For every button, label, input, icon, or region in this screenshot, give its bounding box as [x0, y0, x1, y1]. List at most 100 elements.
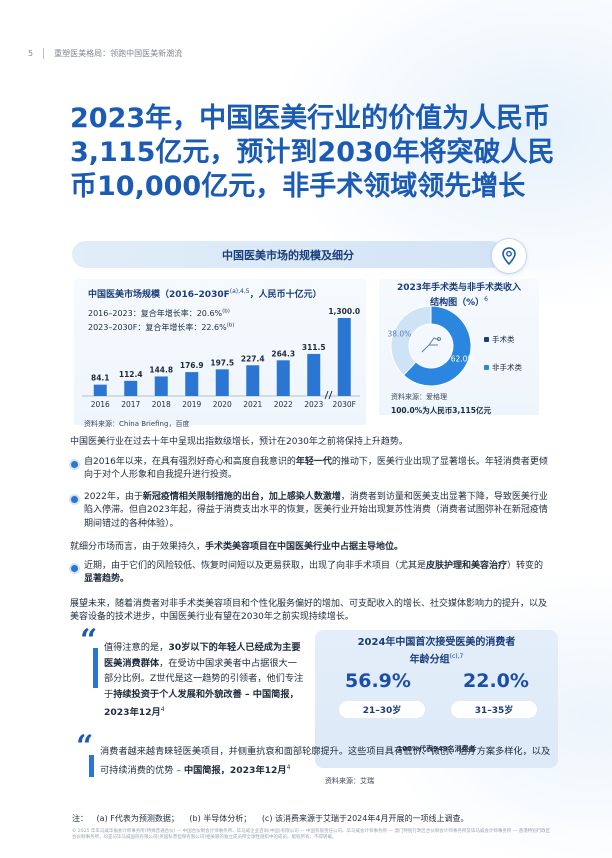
bar-value-label: 112.4: [119, 370, 143, 379]
bullet3-text-bold: 皮肤护理和美容治疗: [426, 561, 508, 571]
pie-slice-label: 38.0%: [387, 329, 411, 338]
copyright-disclaimer: © 2025 年毕马威华振会计师事务所(特殊普通合伙) — 中国合伙制会计师事务…: [72, 829, 551, 841]
bar-value-label: 264.3: [271, 349, 295, 358]
legend-nonsurgical-label: 非手术类: [492, 363, 522, 372]
axis-break-mark: [328, 390, 333, 400]
bullet3-text-pre: 近期，由于它们的风险较低、恢复时间短以及更易获取，出现了向非手术项目（尤其是: [84, 561, 427, 571]
quote-accent-bar: [89, 755, 94, 777]
pie-plot: 38.0% 62.0%: [387, 305, 475, 387]
age-range-21-30-label: 21–30岁: [362, 706, 402, 716]
age-group-source: 资料来源：艾瑞: [325, 777, 374, 785]
intro-paragraph: 中国医美行业在过去十年中呈现出指数级增长，预计在2030年之前将保持上升趋势。: [70, 437, 408, 447]
bar-value-label: 227.4: [241, 354, 265, 363]
bullet-icon: [71, 565, 78, 572]
legend-surgical-label: 手术类: [492, 335, 515, 344]
bullet1-text-pre: 自2016年以来，在具有强烈好奇心和高度自我意识的: [84, 457, 296, 467]
axis-break-mark: [324, 390, 329, 400]
x-tick-label: 2021: [243, 400, 262, 409]
pie-chart-title: 2023年手术类与非手术类收入 结构图（%）6: [379, 282, 539, 309]
market-chart-source: 资料来源：China Briefing，百度: [84, 420, 190, 428]
bar-2019: [185, 372, 199, 396]
section-heading: 中国医美市场的规模及细分: [72, 241, 504, 268]
quote1-text-pre: 值得注意的是，: [104, 642, 169, 653]
x-tick-label: 2023: [304, 400, 323, 409]
quote-mark-icon: “: [76, 729, 94, 764]
age-pct-21-30: 56.9%: [345, 670, 411, 692]
bullet2-text-post: ，消费者到访量和医美支出显著下降，导致医美行业陷入停滞。但自2023年起，得益于…: [84, 492, 548, 529]
cagr-2023-2030-text: 2023–2030F：复合年增长率：22.6%: [88, 323, 227, 332]
quote-accent-bar: [93, 648, 98, 688]
bullet1-text-bold: 年轻一代: [295, 457, 332, 467]
cagr-2023-2030-sup: (b): [226, 322, 235, 329]
pie-title-line1: 2023年手术类与非手术类收入: [396, 283, 522, 293]
pie-title-line2: 结构图（%）: [430, 298, 485, 308]
bullet3-text-mid: ）转变的: [507, 561, 544, 571]
market-bar-plot: 84.1 2016 112.4 2017 144.8 2018 176.9 2019 197.5…: [82, 307, 360, 409]
bullet-youth-growth: 自2016年以来，在具有强烈好奇心和高度自我意识的年轻一代的推动下，医美行业出现…: [84, 456, 552, 483]
bar-value-label: 197.5: [210, 358, 234, 367]
cagr-2016-2023: 2016–2023：复合年增长率：20.6%(b): [88, 308, 230, 319]
footnote-c: (c) 该消费来源于艾瑞于2024年4月开展的一项线上调查。: [261, 814, 469, 823]
footnotes: 注： (a) F代表为预测数据； (b) 半导体分析； (c) 该消费来源于艾瑞…: [72, 813, 468, 824]
section-heading-label: 中国医美市场的规模及细分: [222, 248, 354, 262]
age-title-line1: 2024年中国首次接受医美的消费者: [357, 637, 516, 648]
bullet-nonsurgical-trend: 近期，由于它们的风险较低、恢复时间短以及更易获取，出现了向非手术项目（尤其是皮肤…: [84, 560, 552, 587]
revenue-structure-chart: 2023年手术类与非手术类收入 结构图（%）6 38.0% 62.0% 手术类 非…: [379, 279, 539, 415]
x-tick-label: 2030F: [333, 400, 356, 409]
age-range-31-35: 31–35岁: [451, 701, 537, 718]
bar-2030F: [337, 318, 351, 396]
bullet-icon: [71, 496, 78, 503]
icon-stroke: [437, 337, 441, 341]
bullet2-text-pre: 2022年，由于: [84, 492, 143, 502]
legend-nonsurgical: 非手术类: [484, 362, 522, 373]
bar-value-label: 84.1: [91, 374, 110, 383]
x-tick-label: 2018: [152, 400, 171, 409]
page-header: 5 重塑医美格局：领跑中国医美新潮流: [28, 48, 182, 59]
bar-2020: [215, 369, 229, 396]
quote1-sup: 4: [160, 706, 165, 713]
bar-2017: [124, 380, 138, 396]
bar-2023: [307, 353, 321, 396]
age-title-line2: 年龄分组: [409, 654, 450, 666]
legend-surgical-swatch: [484, 337, 489, 342]
bullet3-text-bold2: 显著趋势。: [84, 574, 130, 585]
x-tick-label: 2022: [274, 400, 293, 409]
x-tick-label: 2016: [91, 400, 110, 409]
bullet1-text-post: 的推动下，医美行业出现了显著增长。年轻消费者更倾向于对个人形象和自我提升进行投资…: [84, 457, 548, 481]
document-title: 重塑医美格局：领跑中国医美新潮流: [54, 49, 183, 58]
market-chart-title: 中国医美市场规模（2016–2030F(a),4,5，人民币十亿元）: [88, 287, 322, 300]
bar-value-label: 176.9: [180, 361, 204, 370]
quote1-text-mid: ，在受访中国求美者中占据很大一部分比例。Z世代是这一趋势的引领者，他们专注于: [104, 657, 304, 700]
legend-surgical: 手术类: [484, 334, 515, 345]
market-chart-title-text: 中国医美市场规模（2016–2030F: [88, 290, 230, 300]
market-chart-title-sup: (a),4,5: [229, 288, 250, 295]
page-title: 2023年，中国医美行业的价值为人民币3,115亿元，预计到2030年将突破人民…: [70, 103, 555, 202]
quote1-text-bold1: 30岁以下的年轻人已经成为主要医美消费群体: [104, 642, 301, 669]
outlook-paragraph: 展望未来，随着消费者对非手术类美容项目和个性化服务偏好的增加、可支配收入的增长、…: [70, 599, 548, 623]
pie-slice-0: [390, 305, 432, 376]
bar-value-label: 144.8: [149, 365, 173, 374]
pie-chart-source: 资料来源：爱格理: [391, 393, 447, 401]
quote-light-aesthetics: 消费者越来越青睐轻医美项目，并侧重抗衰和面部轮廓提升。这些项目具有低价、微创、治…: [100, 744, 552, 778]
beauty-tool-icon: [421, 337, 441, 353]
icon-stroke: [421, 344, 438, 353]
header-divider: [43, 48, 45, 59]
quote-mark-icon: “: [80, 623, 98, 658]
market-chart-title-tail: ，人民币十亿元）: [249, 290, 322, 300]
market-size-chart: 中国医美市场规模（2016–2030F(a),4,5，人民币十亿元） 2016–…: [74, 279, 366, 425]
age-range-21-30: 21–30岁: [339, 701, 425, 718]
bar-value-label: 311.5: [302, 343, 326, 352]
quote-young-consumers: 值得注意的是，30岁以下的年轻人已经成为主要医美消费群体，在受访中国求美者中占据…: [104, 640, 304, 721]
page-number: 5: [28, 49, 34, 58]
quote2-sup: 4: [286, 763, 291, 771]
bullet-covid-impact: 2022年，由于新冠疫情相关限制措施的出台，加上感染人数激增，消费者到访量和医美…: [84, 491, 552, 531]
quote1-text-bold2: 持续投资于个人发展和外貌改善 – 中国简报，2023年12月: [104, 688, 299, 719]
legend-nonsurgical-swatch: [484, 365, 489, 370]
location-pin-icon: [491, 238, 527, 274]
pie-slice-label: 62.0%: [451, 355, 475, 364]
age-group-panel: 2024年中国首次接受医美的消费者 年龄分组(c),7 56.9% 22.0% …: [315, 630, 558, 768]
cagr-2016-2023-sup: (b): [222, 308, 230, 315]
x-tick-label: 2020: [213, 400, 232, 409]
segment-text-bold: 手术类美容项目在中国医美行业中占据主导地位。: [205, 542, 404, 552]
x-tick-label: 2019: [182, 400, 201, 409]
